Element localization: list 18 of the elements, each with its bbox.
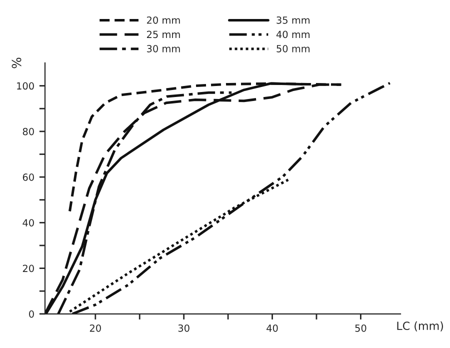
x-tick-label: 50: [355, 324, 366, 332]
legend-label: 30 mm: [147, 45, 180, 52]
legend-label: 25 mm: [146, 30, 180, 38]
legend-label: 35 mm: [276, 16, 310, 24]
y-tick-label: 100: [17, 82, 34, 90]
x-tick-label: 40: [266, 324, 278, 332]
legend-label: 40 mm: [276, 30, 310, 38]
legend-label: 50 mm: [276, 45, 310, 52]
x-axis-title: LC (mm): [397, 321, 443, 332]
x-tick-label: 30: [178, 324, 190, 332]
y-tick-label: 20: [22, 264, 34, 272]
legend-label: 20 mm: [146, 16, 180, 24]
y-tick-label: 40: [22, 219, 34, 226]
y-tick-label: 60: [22, 174, 34, 181]
y-tick-label: 80: [22, 128, 34, 136]
x-tick-label: 20: [90, 324, 101, 332]
y-axis-title: %: [12, 58, 22, 68]
y-tick-label: 0: [29, 310, 34, 318]
